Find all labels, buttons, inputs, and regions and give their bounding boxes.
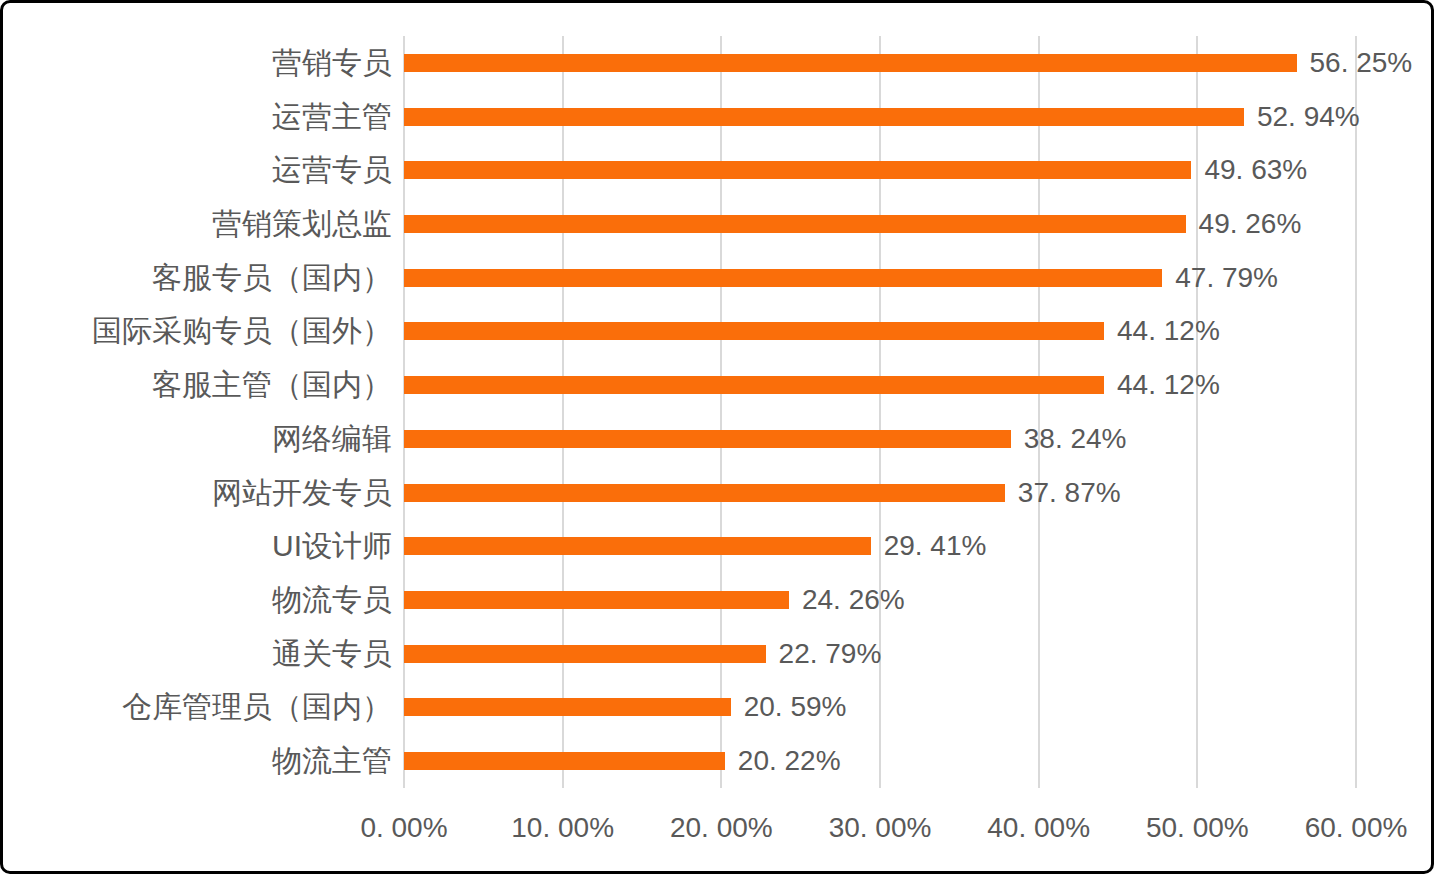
value-label: 44. 12% [1117,371,1220,399]
bar [404,537,871,555]
value-label: 37. 87% [1018,479,1121,507]
x-axis-tick-label: 10. 00% [511,814,614,842]
bar [404,698,731,716]
category-label: 客服专员（国内） [3,263,404,293]
bar [404,108,1244,126]
category-label: UI设计师 [3,531,404,561]
bar [404,269,1162,287]
bar-track: 20. 59% [404,681,1356,735]
category-label: 仓库管理员（国内） [3,692,404,722]
bar-track: 49. 26% [404,197,1356,251]
bar-track: 44. 12% [404,305,1356,359]
bar-row: 营销专员 56. 25% [3,36,1431,90]
category-label: 营销策划总监 [3,209,404,239]
bar-track: 37. 87% [404,466,1356,520]
bar-row: 运营主管 52. 94% [3,90,1431,144]
x-axis-tick-label: 20. 00% [670,814,773,842]
bar-track: 24. 26% [404,573,1356,627]
bar-track: 22. 79% [404,627,1356,681]
value-label: 38. 24% [1024,425,1127,453]
value-label: 22. 79% [779,640,882,668]
value-label: 20. 22% [738,747,841,775]
category-label: 网络编辑 [3,424,404,454]
value-label: 56. 25% [1310,49,1413,77]
bar [404,430,1011,448]
bar-track: 29. 41% [404,519,1356,573]
bar [404,591,789,609]
plot-rows: 营销专员 56. 25% 运营主管 52. 94% 运营专员 49. 63% 营… [3,36,1431,788]
bar-row: 客服专员（国内） 47. 79% [3,251,1431,305]
bar-row: 仓库管理员（国内） 20. 59% [3,681,1431,735]
x-axis-tick-label: 60. 00% [1305,814,1408,842]
value-label: 49. 63% [1204,156,1307,184]
bar [404,376,1104,394]
category-label: 营销专员 [3,48,404,78]
bar-row: 物流主管 20. 22% [3,734,1431,788]
bar [404,215,1186,233]
bar-track: 52. 94% [404,90,1356,144]
bar [404,54,1297,72]
bar-row: 网络编辑 38. 24% [3,412,1431,466]
bar-track: 20. 22% [404,734,1356,788]
bar-row: 运营专员 49. 63% [3,143,1431,197]
bar-track: 44. 12% [404,358,1356,412]
category-label: 客服主管（国内） [3,370,404,400]
bar-track: 49. 63% [404,143,1356,197]
category-label: 运营专员 [3,155,404,185]
value-label: 20. 59% [744,693,847,721]
x-axis-tick-label: 50. 00% [1146,814,1249,842]
x-axis-tick-label: 0. 00% [360,814,447,842]
bar [404,752,725,770]
value-label: 49. 26% [1199,210,1302,238]
bar-row: 国际采购专员（国外） 44. 12% [3,305,1431,359]
value-label: 24. 26% [802,586,905,614]
x-axis-tick-label: 30. 00% [829,814,932,842]
bar-row: 通关专员 22. 79% [3,627,1431,681]
category-label: 网站开发专员 [3,478,404,508]
category-label: 物流专员 [3,585,404,615]
value-label: 29. 41% [884,532,987,560]
value-label: 44. 12% [1117,317,1220,345]
bar [404,484,1005,502]
x-axis-tick-label: 40. 00% [987,814,1090,842]
bar [404,645,766,663]
bar-row: 客服主管（国内） 44. 12% [3,358,1431,412]
category-label: 运营主管 [3,102,404,132]
bar-track: 47. 79% [404,251,1356,305]
bar-track: 56. 25% [404,36,1356,90]
x-axis: 0. 00%10. 00%20. 00%30. 00%40. 00%50. 00… [404,788,1356,868]
category-label: 通关专员 [3,639,404,669]
bar [404,322,1104,340]
bar-row: 营销策划总监 49. 26% [3,197,1431,251]
bar-row: 物流专员 24. 26% [3,573,1431,627]
value-label: 52. 94% [1257,103,1360,131]
bar-chart: 营销专员 56. 25% 运营主管 52. 94% 运营专员 49. 63% 营… [0,0,1434,874]
bar-row: 网站开发专员 37. 87% [3,466,1431,520]
bar-track: 38. 24% [404,412,1356,466]
category-label: 国际采购专员（国外） [3,316,404,346]
bar-row: UI设计师 29. 41% [3,519,1431,573]
value-label: 47. 79% [1175,264,1278,292]
category-label: 物流主管 [3,746,404,776]
bar [404,161,1191,179]
